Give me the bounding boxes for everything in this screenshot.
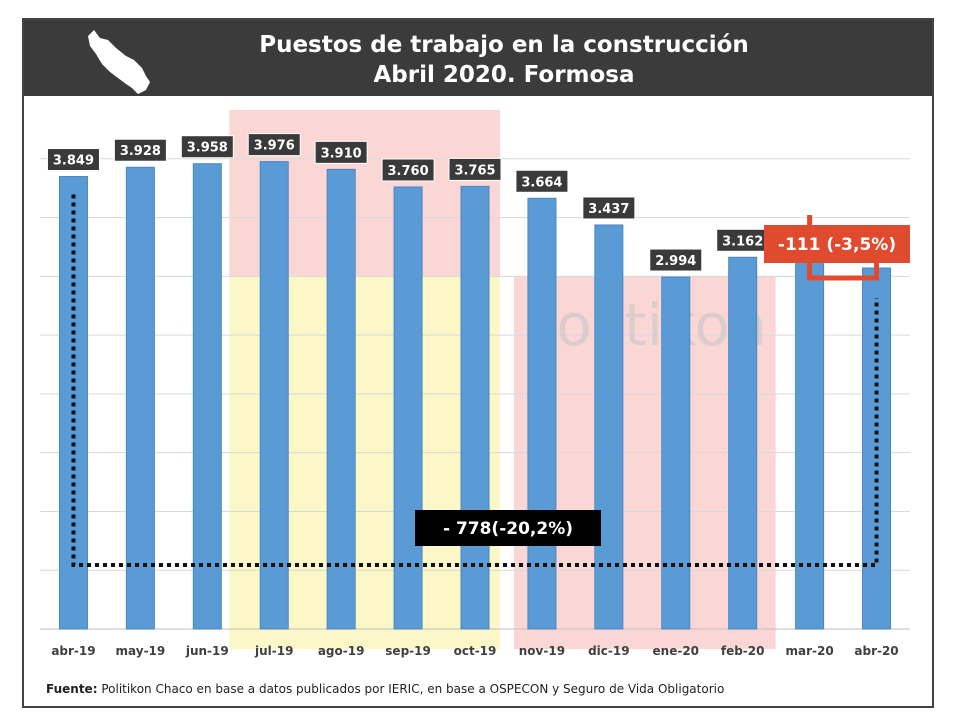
yearly-change-box — [415, 510, 601, 546]
category-label-may-19: may-19 — [116, 644, 166, 658]
formosa-province-map-icon — [88, 30, 150, 94]
value-label-box-oct-19 — [448, 157, 502, 181]
value-label-dic-19: 3.437 — [588, 202, 629, 217]
category-label-ene-20: ene-20 — [653, 644, 700, 658]
category-label-abr-19: abr-19 — [51, 644, 95, 658]
value-label-ene-20: 2.994 — [655, 254, 696, 269]
bar-mar-20 — [795, 254, 825, 630]
watermark-text: Politikon — [523, 291, 766, 359]
category-label-oct-19: oct-19 — [454, 644, 497, 658]
source-label: Fuente: — [46, 682, 98, 696]
value-label-box-abr-19 — [46, 148, 100, 172]
category-label-dic-19: dic-19 — [588, 644, 630, 658]
bar-dic-19 — [594, 224, 624, 630]
value-label-box-ene-20 — [649, 248, 703, 272]
bar-may-19 — [125, 166, 155, 630]
value-label-may-19: 3.928 — [120, 144, 161, 159]
chart-title-line-1: Puestos de trabajo en la construcción — [259, 32, 749, 58]
value-label-nov-19: 3.664 — [521, 175, 562, 190]
source-text: Politikon Chaco en base a datos publicad… — [101, 682, 725, 696]
bar-sep-19 — [393, 186, 423, 630]
value-label-box-jun-19 — [180, 135, 234, 159]
value-label-jun-19: 3.958 — [187, 141, 228, 156]
value-label-box-ago-19 — [314, 140, 368, 164]
category-label-nov-19: nov-19 — [519, 644, 565, 658]
value-label-ago-19: 3.910 — [321, 146, 362, 161]
value-label-box-may-19 — [113, 138, 167, 162]
value-label-sep-19: 3.760 — [388, 164, 429, 179]
value-label-box-jul-19 — [247, 133, 301, 157]
yearly-change-bracket — [71, 194, 879, 567]
bar-ago-19 — [326, 168, 356, 630]
category-label-feb-20: feb-20 — [721, 644, 765, 658]
value-label-abr-19: 3.849 — [53, 154, 94, 169]
category-label-mar-20: mar-20 — [786, 644, 834, 658]
bar-oct-19 — [460, 185, 490, 630]
bar-jun-19 — [192, 163, 222, 630]
value-label-box-sep-19 — [381, 158, 435, 182]
value-label-box-dic-19 — [582, 196, 636, 220]
category-label-jul-19: jul-19 — [254, 644, 293, 658]
category-label-jun-19: jun-19 — [185, 644, 229, 658]
bar-jul-19 — [259, 161, 289, 630]
value-label-box-nov-19 — [515, 169, 569, 193]
chart-title-line-2: Abril 2020. Formosa — [373, 62, 635, 88]
monthly-change-label: -111 (-3,5%) — [778, 235, 896, 255]
bar-feb-20 — [728, 256, 758, 630]
value-label-oct-19: 3.765 — [454, 163, 495, 178]
chart-header: Puestos de trabajo en la construcción Ab… — [24, 20, 932, 96]
category-label-ago-19: ago-19 — [318, 644, 365, 658]
monthly-change-box — [764, 225, 910, 263]
bar-ene-20 — [661, 276, 691, 630]
value-label-jul-19: 3.976 — [254, 139, 295, 154]
value-label-feb-20: 3.162 — [722, 234, 763, 249]
category-label-sep-19: sep-19 — [385, 644, 431, 658]
yearly-change-label: - 778(-20,2%) — [443, 519, 573, 539]
bar-nov-19 — [527, 197, 557, 630]
source-note: Fuente: Politikon Chaco en base a datos … — [46, 682, 724, 696]
category-label-abr-20: abr-20 — [854, 644, 898, 658]
